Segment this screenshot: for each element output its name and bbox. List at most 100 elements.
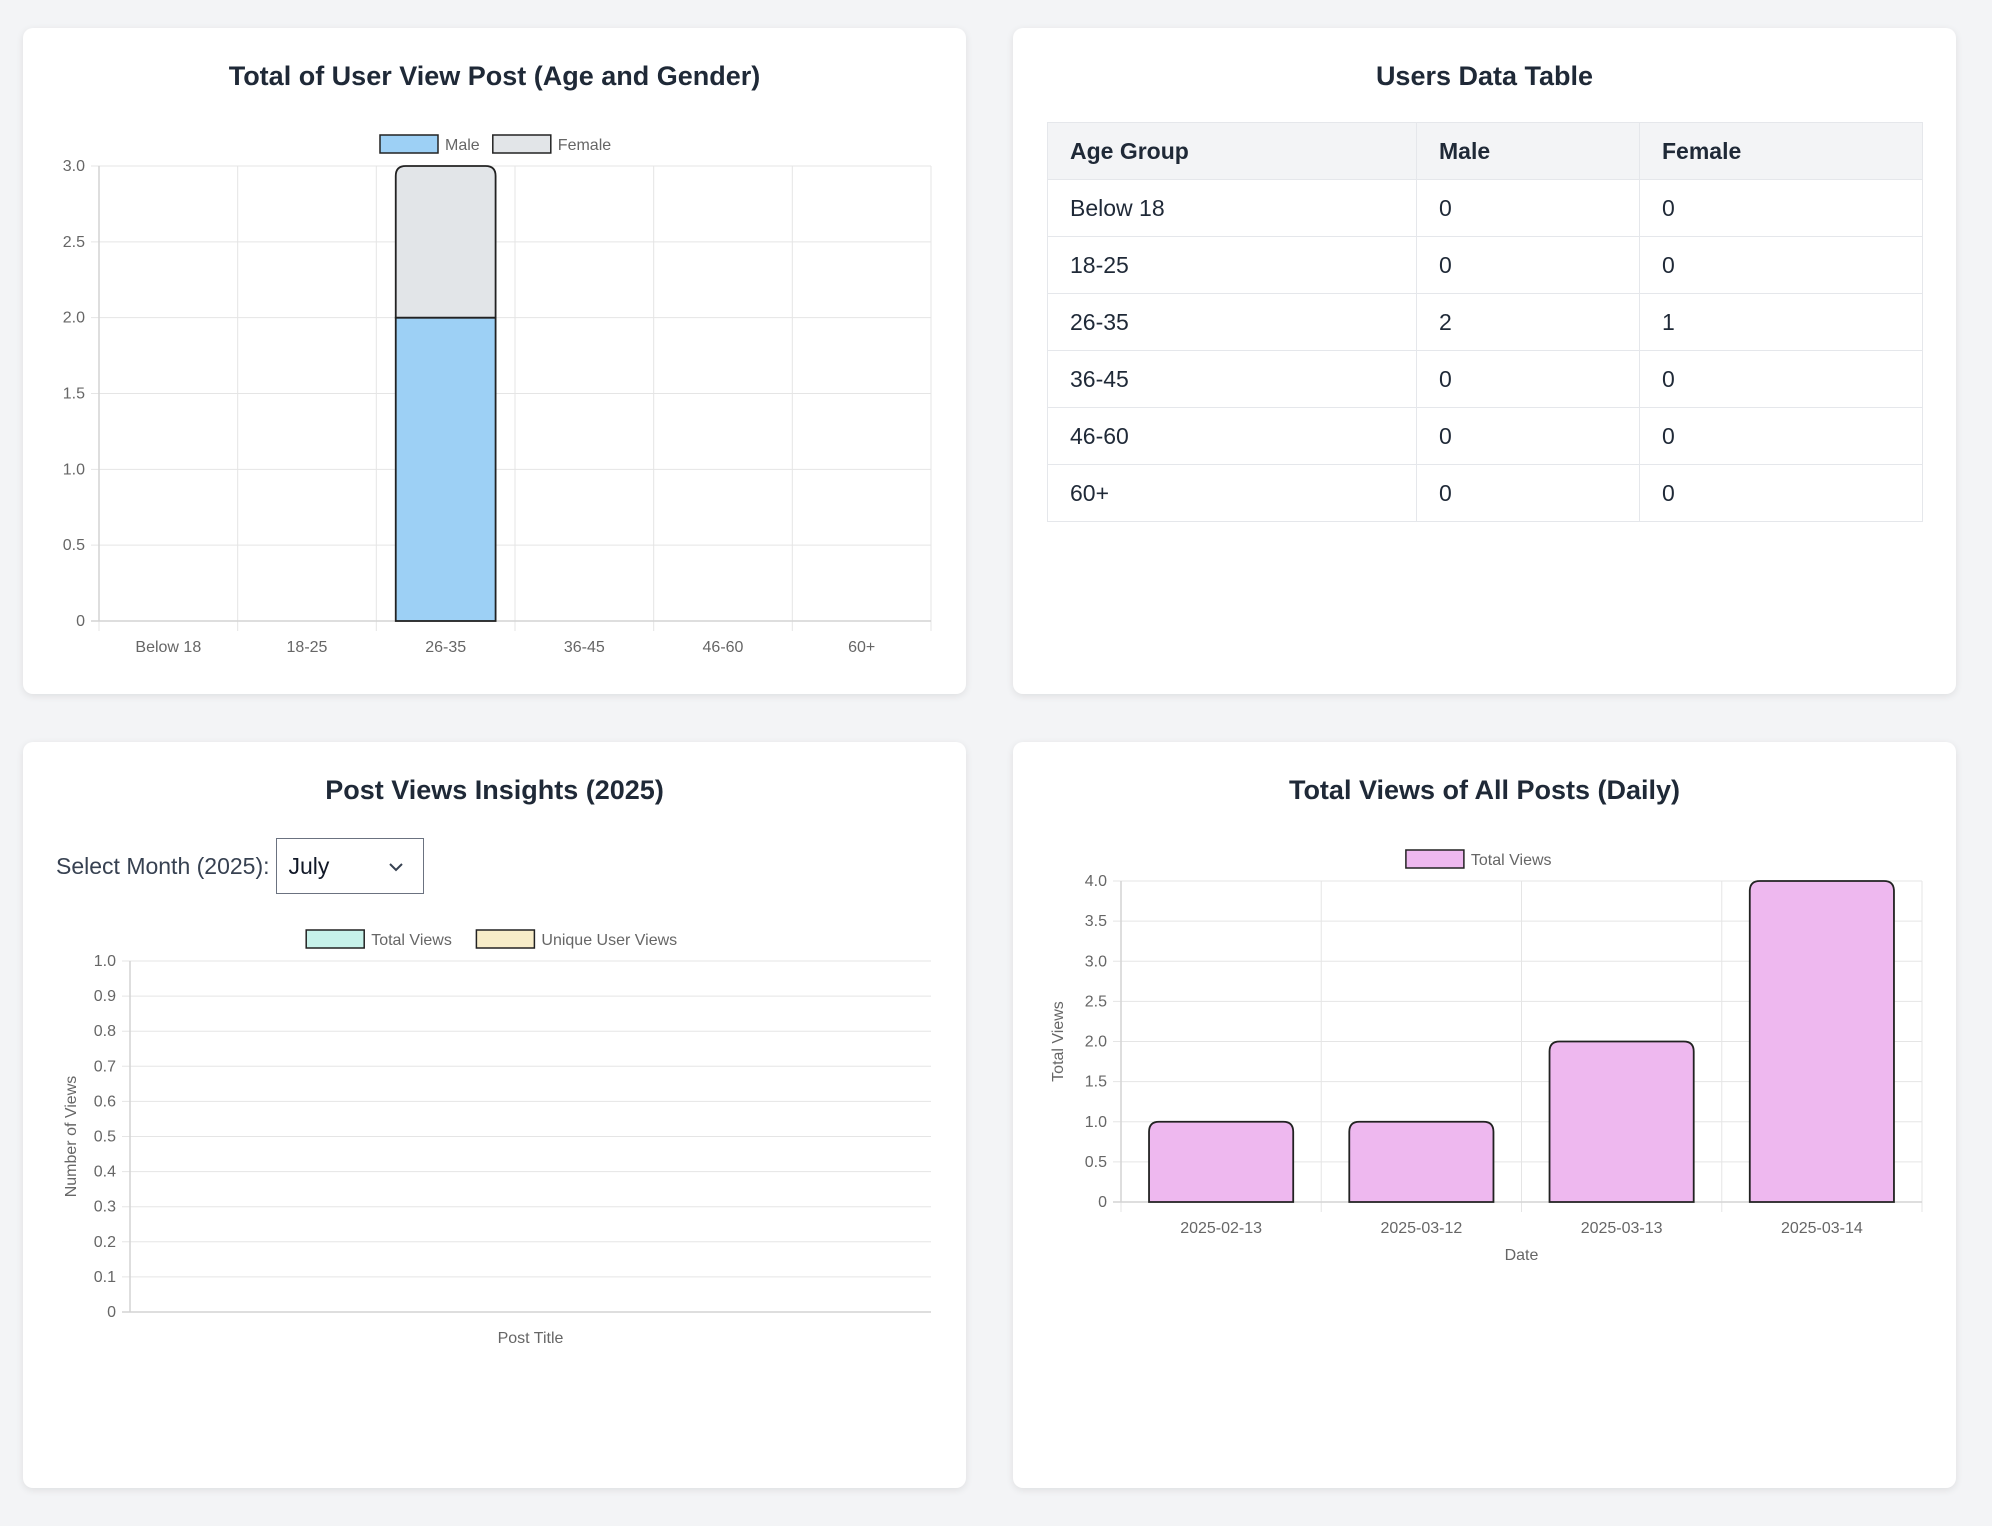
y-axis-title: Total Views bbox=[1050, 1001, 1067, 1082]
table-row: 60+ 0 0 bbox=[1047, 464, 1923, 522]
y-tick-label: 1.0 bbox=[63, 461, 85, 478]
x-tick-label: 2025-02-13 bbox=[1180, 1220, 1262, 1237]
cell-female: 0 bbox=[1639, 179, 1923, 237]
y-tick-label: 0.2 bbox=[94, 1234, 116, 1251]
cell-female: 0 bbox=[1639, 407, 1923, 465]
daily-chart-title: Total Views of All Posts (Daily) bbox=[1288, 775, 1681, 805]
age-gender-chart: Male Female 0 0.5 1.0 1.5 2.0 2.5 3.0 Below 18 18-… bbox=[63, 134, 932, 656]
y-tick-label: 1.5 bbox=[1085, 1074, 1107, 1091]
post-views-insights-card: Post Views Insights (2025) Select Month … bbox=[23, 742, 966, 1488]
month-select-value: July bbox=[288, 852, 330, 879]
y-tick-label: 3.0 bbox=[1085, 953, 1107, 970]
cell-female: 0 bbox=[1639, 464, 1923, 522]
bar-total-views bbox=[1748, 880, 1895, 1203]
bar-total-views bbox=[1148, 1120, 1295, 1203]
y-tick-label: 1.0 bbox=[1085, 1114, 1107, 1131]
month-select[interactable]: July bbox=[275, 838, 424, 894]
y-tick-label: 1.5 bbox=[63, 386, 85, 403]
table-row: 36-45 0 0 bbox=[1047, 350, 1923, 408]
cell-age-group: 36-45 bbox=[1047, 350, 1417, 408]
y-tick-label: 0 bbox=[107, 1304, 116, 1321]
legend-label: Unique User Views bbox=[541, 932, 677, 949]
y-tick-label: 0.6 bbox=[94, 1093, 116, 1110]
header-male: Male bbox=[1416, 122, 1640, 180]
y-tick-label: 0.1 bbox=[94, 1269, 116, 1286]
cell-age-group: 18-25 bbox=[1047, 236, 1417, 294]
users-table-title: Users Data Table bbox=[1375, 61, 1594, 91]
x-tick-label: 60+ bbox=[848, 639, 875, 656]
y-tick-label: 2.0 bbox=[63, 310, 85, 327]
bar-male bbox=[394, 316, 497, 622]
x-tick-label: 46-60 bbox=[703, 639, 744, 656]
cell-male: 0 bbox=[1416, 236, 1640, 294]
bar-total-views bbox=[1548, 1040, 1695, 1203]
legend-swatch bbox=[1405, 849, 1465, 869]
table-row: 26-35 2 1 bbox=[1047, 293, 1923, 351]
table-row: Below 18 0 0 bbox=[1047, 179, 1923, 237]
age-gender-chart-title: Total of User View Post (Age and Gender) bbox=[228, 61, 761, 91]
x-tick-label: Below 18 bbox=[135, 639, 201, 656]
legend-swatch bbox=[475, 929, 536, 949]
y-tick-label: 2.5 bbox=[1085, 993, 1107, 1010]
header-age-group: Age Group bbox=[1047, 122, 1417, 180]
month-selector: Select Month (2025): July bbox=[56, 837, 424, 895]
cell-female: 0 bbox=[1639, 350, 1923, 408]
y-tick-label: 0.5 bbox=[63, 537, 85, 554]
users-data-table: Age Group Male Female Below 18 0 0 18-25… bbox=[1047, 122, 1923, 522]
legend-label: Male bbox=[445, 137, 480, 154]
daily-views-chart-card: Total Views of All Posts (Daily) Total V… bbox=[1013, 742, 1956, 1488]
x-tick-label: 2025-03-12 bbox=[1380, 1220, 1462, 1237]
cell-male: 0 bbox=[1416, 407, 1640, 465]
legend-swatch bbox=[379, 134, 439, 154]
legend-label: Total Views bbox=[371, 932, 452, 949]
legend-swatch bbox=[305, 929, 365, 949]
cell-age-group: 46-60 bbox=[1047, 407, 1417, 465]
cell-male: 0 bbox=[1416, 179, 1640, 237]
x-tick-label: 2025-03-13 bbox=[1581, 1220, 1663, 1237]
y-tick-label: 2.5 bbox=[63, 234, 85, 251]
y-tick-label: 0.5 bbox=[94, 1129, 116, 1146]
x-tick-label: 18-25 bbox=[287, 639, 328, 656]
cell-female: 1 bbox=[1639, 293, 1923, 351]
insights-chart: Total Views Unique User Views 0 0.1 0.2 0.3 0.… bbox=[63, 929, 931, 1347]
x-tick-label: 36-45 bbox=[564, 639, 605, 656]
y-tick-label: 0 bbox=[76, 613, 85, 630]
legend-label: Female bbox=[558, 137, 611, 154]
users-data-table-card: Users Data Table Age Group Male Female B… bbox=[1013, 28, 1956, 694]
bar-total-views bbox=[1348, 1120, 1495, 1203]
table-row: 18-25 0 0 bbox=[1047, 236, 1923, 294]
daily-views-chart: Total Views 0 0.5 1.0 1.5 2.0 2.5 3.0 3.5 4.0 2025… bbox=[1050, 849, 1923, 1264]
cell-age-group: 60+ bbox=[1047, 464, 1417, 522]
y-tick-label: 0.9 bbox=[94, 988, 116, 1005]
cell-male: 2 bbox=[1416, 293, 1640, 351]
y-tick-label: 2.0 bbox=[1085, 1034, 1107, 1051]
cell-age-group: Below 18 bbox=[1047, 179, 1417, 237]
y-tick-label: 0 bbox=[1098, 1194, 1107, 1211]
y-tick-label: 1.0 bbox=[94, 953, 116, 970]
y-tick-label: 4.0 bbox=[1085, 873, 1107, 890]
y-tick-label: 3.5 bbox=[1085, 913, 1107, 930]
header-female: Female bbox=[1639, 122, 1923, 180]
y-axis-title: Number of Views bbox=[63, 1076, 80, 1198]
y-tick-label: 0.8 bbox=[94, 1023, 116, 1040]
table-header-row: Age Group Male Female bbox=[1047, 122, 1923, 180]
insights-chart-title: Post Views Insights (2025) bbox=[325, 775, 664, 805]
y-tick-label: 0.4 bbox=[94, 1164, 116, 1181]
y-tick-label: 0.3 bbox=[94, 1199, 116, 1216]
x-tick-label: 2025-03-14 bbox=[1781, 1220, 1863, 1237]
x-axis-title: Post Title bbox=[498, 1330, 564, 1347]
cell-male: 0 bbox=[1416, 464, 1640, 522]
cell-age-group: 26-35 bbox=[1047, 293, 1417, 351]
cell-male: 0 bbox=[1416, 350, 1640, 408]
legend-label: Total Views bbox=[1471, 852, 1552, 869]
y-tick-label: 3.0 bbox=[63, 158, 85, 175]
age-gender-chart-card: Total of User View Post (Age and Gender)… bbox=[23, 28, 966, 694]
bar-female bbox=[394, 165, 497, 319]
table-row: 46-60 0 0 bbox=[1047, 407, 1923, 465]
legend-swatch bbox=[492, 134, 552, 154]
month-select-label: Select Month (2025): bbox=[56, 852, 270, 879]
x-axis-title: Date bbox=[1505, 1247, 1539, 1264]
cell-female: 0 bbox=[1639, 236, 1923, 294]
x-tick-label: 26-35 bbox=[425, 639, 466, 656]
chevron-down-icon bbox=[388, 863, 403, 872]
